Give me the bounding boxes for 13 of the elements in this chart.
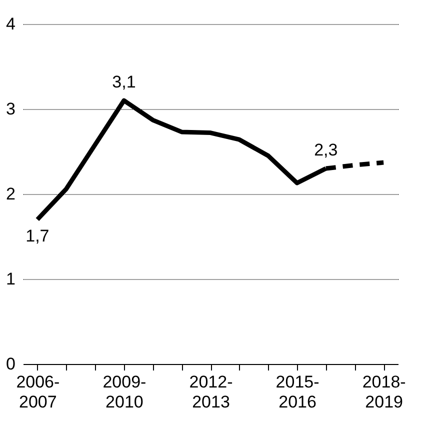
x-tick-label: 2018-2019 <box>362 372 406 412</box>
data-label: 2,3 <box>314 140 338 160</box>
x-tick-label: 2006-2007 <box>16 372 60 412</box>
x-tick-label: 2015-2016 <box>276 372 320 412</box>
y-tick-label: 1 <box>6 270 16 288</box>
data-label: 3,1 <box>112 72 136 92</box>
y-tick-label: 3 <box>6 100 16 118</box>
x-tick-label: 2012-2013 <box>189 372 233 412</box>
y-tick-label: 4 <box>6 14 16 34</box>
x-tick-label: 2009-2010 <box>102 372 146 412</box>
data-label: 1,7 <box>26 226 50 246</box>
y-tick-label: 2 <box>6 184 16 204</box>
y-tick-label: 0 <box>6 354 16 374</box>
